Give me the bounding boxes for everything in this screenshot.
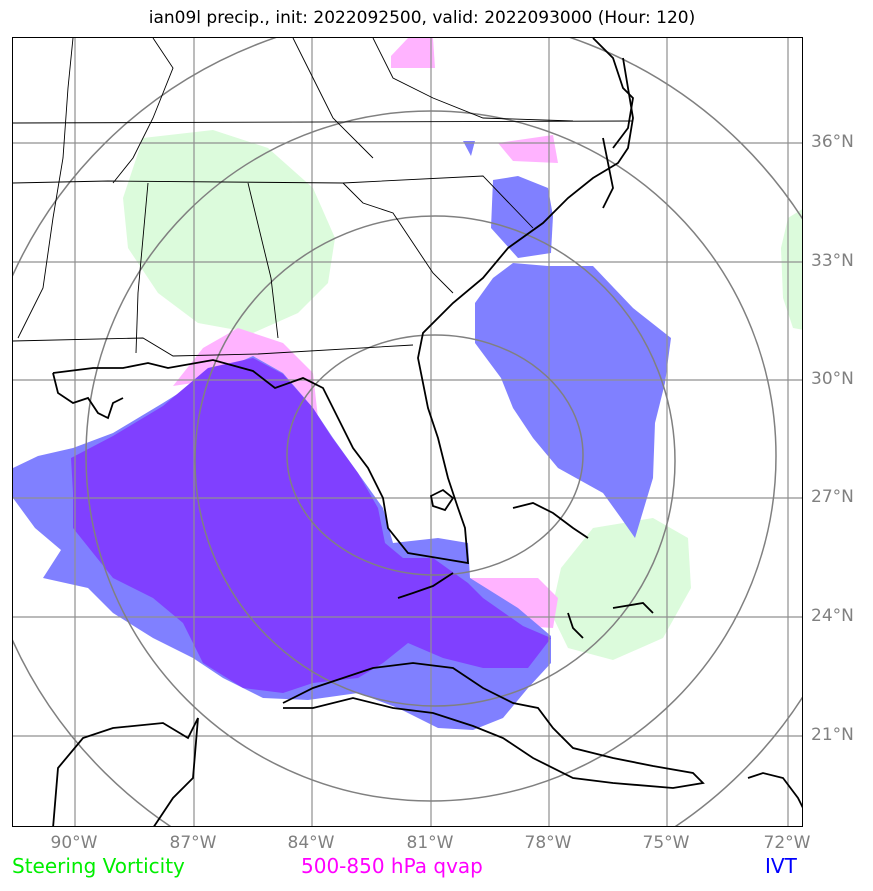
qvap-region-carolina (498, 135, 558, 163)
lon-label-78w: 78°W (524, 833, 572, 853)
map-title: ian09l precip., init: 2022092500, valid:… (148, 8, 696, 28)
legend-qvap: 500-850 hPa qvap (301, 854, 483, 878)
lon-label-72w: 72°W (763, 833, 811, 853)
legend-ivt: IVT (765, 854, 797, 878)
lat-label-33: 33°N (811, 251, 854, 271)
range-ring-3 (85, 110, 777, 802)
vorticity-region-bahamas (551, 518, 691, 660)
ivt-region-small (463, 141, 475, 156)
legend-vorticity: Steering Vorticity (12, 854, 185, 878)
coast-southeast-us (52, 57, 634, 565)
lon-label-90w: 90°W (50, 833, 98, 853)
overlap-region (71, 358, 551, 693)
state-boundaries (13, 38, 634, 357)
range-ring-1 (286, 334, 584, 576)
vorticity-fills (123, 130, 802, 660)
lat-label-24: 24°N (811, 606, 854, 626)
lon-label-87w: 87°W (169, 833, 217, 853)
vorticity-region-alabama (123, 130, 335, 333)
coast-mexico (52, 717, 199, 826)
lon-label-75w: 75°W (642, 833, 690, 853)
qvap-region-top (391, 38, 435, 68)
coastlines (52, 38, 802, 826)
coast-florida-keys (397, 572, 454, 599)
lat-label-27: 27°N (811, 487, 854, 507)
lon-label-81w: 81°W (406, 833, 454, 853)
qvap-region-keys (468, 578, 558, 628)
coast-outer-banks (592, 38, 634, 209)
map-panel[interactable] (12, 37, 803, 827)
lat-label-36: 36°N (811, 132, 854, 152)
coast-cuba (282, 662, 705, 789)
coast-mississippi-delta (52, 372, 124, 420)
coast-bahamas (512, 502, 654, 639)
coast-hispaniola (747, 772, 802, 809)
lat-label-30: 30°N (811, 369, 854, 389)
range-rings (13, 38, 802, 826)
vorticity-region-east (781, 209, 802, 330)
map-canvas (13, 38, 802, 826)
range-ring-2 (194, 215, 676, 707)
ivt-region-atlantic (475, 263, 671, 538)
lat-label-21: 21°N (811, 725, 854, 745)
lon-label-84w: 84°W (287, 833, 335, 853)
coast-lake-okeechobee (429, 488, 455, 512)
